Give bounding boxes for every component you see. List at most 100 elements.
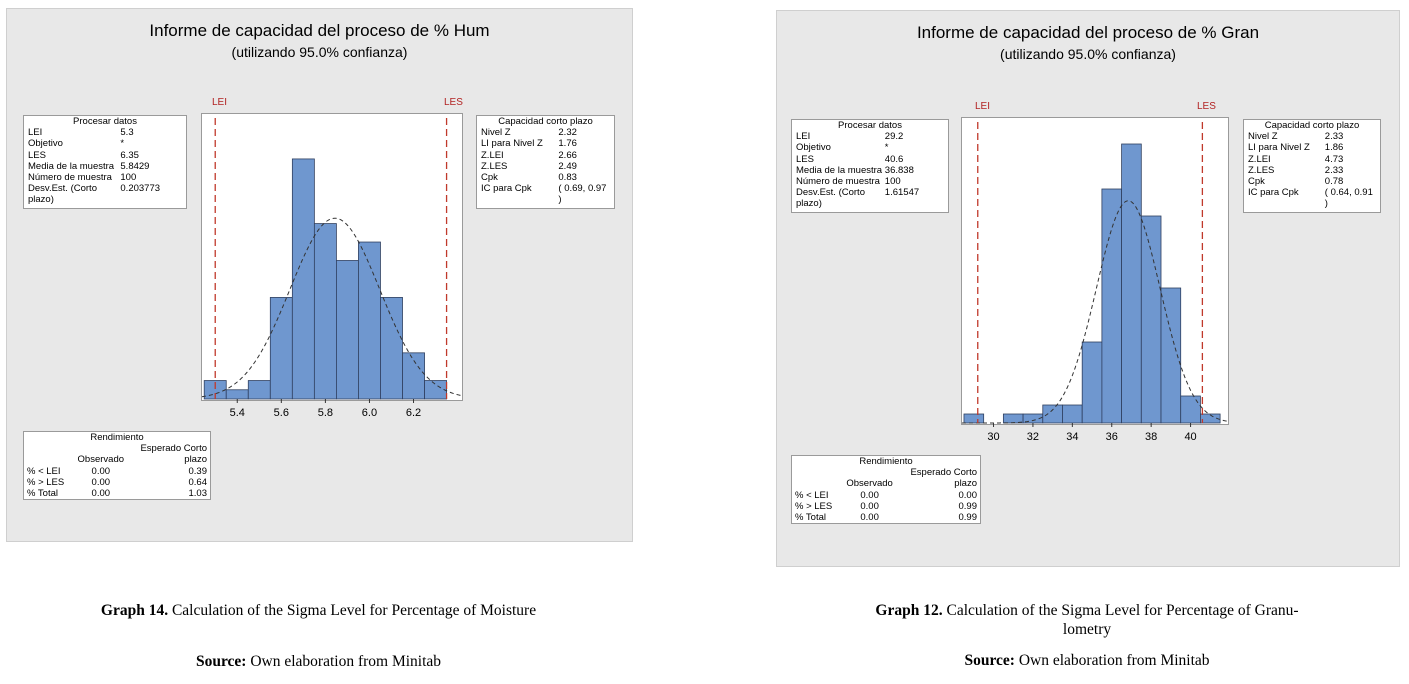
capability-box: Capacidad corto plazo Nivel Z 2.32 LI para…: [476, 115, 615, 209]
performance-title: Rendimiento: [90, 432, 144, 443]
row-value: 40.6: [884, 153, 904, 165]
row-value: 36.838: [884, 164, 914, 176]
observed-value: 0.00: [91, 488, 111, 500]
data-row: LI para Nivel Z 1.76: [481, 138, 610, 149]
histogram-bar: [1002, 413, 1024, 424]
row-value: 2.33: [1324, 164, 1344, 176]
histogram-bar: [963, 413, 985, 424]
histogram-plot-area: 5.4 5.6 5.8 6.0 6.2: [201, 113, 463, 419]
report-subtitle: (utilizando 95.0% confianza): [1000, 46, 1176, 62]
row-value: 5.3: [120, 127, 134, 139]
capability-title: Capacidad corto plazo: [1264, 120, 1360, 131]
col-expected-2: plazo: [184, 454, 207, 466]
data-row: Número de muestra 100: [796, 176, 944, 187]
data-row: Objetivo *: [796, 142, 944, 153]
row-value: 2.49: [558, 160, 577, 172]
data-row: LI para Nivel Z 1.86: [1248, 142, 1376, 153]
x-tick-label: 40: [1184, 431, 1196, 443]
x-tick-label: 6.0: [362, 407, 377, 419]
row-label: % Total: [795, 512, 826, 524]
data-row: Nivel Z 2.33: [1248, 131, 1376, 142]
caption-text-cont: lometry: [1062, 621, 1112, 638]
les-label: LES: [1197, 101, 1216, 112]
row-label: Objetivo: [28, 138, 63, 150]
source-text: Own elaboration from Minitab: [250, 653, 442, 670]
row-value: ( 0.69, 0.97 ): [558, 183, 607, 206]
row-label: LES: [28, 149, 46, 161]
source-label: Source:: [964, 652, 1015, 669]
performance-row: % > LES 0.00 0.64: [24, 477, 210, 488]
row-label: Objetivo: [796, 142, 831, 154]
row-label: LI para Nivel Z: [481, 138, 543, 150]
expected-value: 0.00: [958, 489, 978, 501]
observed-value: 0.00: [860, 500, 879, 512]
caption-graph-14: Graph 14. Calculation of the Sigma Level…: [6, 601, 631, 620]
caption-text: Calculation of the Sigma Level for Perce…: [946, 602, 1299, 619]
histogram-bar: [336, 260, 359, 400]
data-row: IC para Cpk ( 0.64, 0.91 ): [1248, 187, 1376, 209]
col-expected-1: Esperado Corto: [140, 443, 207, 455]
capability-title: Capacidad corto plazo: [498, 116, 593, 127]
x-tick-label: 36: [1106, 431, 1118, 443]
histogram-bar: [313, 223, 337, 400]
row-label: % > LES: [27, 476, 65, 488]
histogram-bar: [1160, 287, 1182, 424]
source-label: Source:: [195, 653, 247, 670]
source-graph-14: Source: Own elaboration from Minitab: [6, 652, 631, 671]
data-row: Nivel Z 2.32: [481, 127, 610, 138]
row-value: 1.61547: [884, 187, 920, 199]
performance-box: Rendimiento Esperado Corto Observado plaz…: [791, 455, 981, 525]
row-value: 2.32: [558, 127, 577, 139]
process-data-title: Procesar datos: [838, 120, 902, 131]
histogram-hum: 5.4 5.6 5.8 6.0 6.2: [201, 118, 463, 419]
data-row: LEI 5.3: [28, 127, 182, 138]
x-tick-label: 38: [1145, 431, 1157, 443]
histogram-bar: [1200, 413, 1221, 424]
report-subtitle: (utilizando 95.0% confianza): [231, 44, 408, 60]
row-value: 0.78: [1324, 176, 1344, 188]
row-label: Nivel Z: [481, 127, 511, 139]
row-label: Z.LES: [481, 160, 508, 172]
histogram-bar: [1121, 143, 1142, 424]
histogram-bar: [1140, 215, 1162, 424]
histogram-bar: [1062, 404, 1083, 424]
histogram-bar: [402, 352, 425, 400]
row-value: 29.2: [884, 131, 904, 143]
source-text: Own elaboration from Minitab: [1018, 652, 1210, 669]
row-label: IC para Cpk: [1248, 187, 1299, 199]
histogram-bar: [1180, 395, 1201, 424]
row-value: 0.83: [558, 172, 577, 184]
data-row: Desv.Est. (Corto plazo) 0.203773: [28, 183, 182, 205]
row-label: Número de muestra: [28, 172, 112, 184]
process-data-box: Procesar datos LEI 5.3 Objetivo * LES 6.35 Med…: [23, 115, 187, 209]
histogram-bar: [1081, 341, 1103, 424]
observed-value: 0.00: [91, 476, 111, 488]
capability-report-gran: Informe de capacidad del proceso de % Gr…: [776, 10, 1400, 567]
data-row: Objetivo *: [28, 138, 182, 149]
histogram-bar: [1101, 188, 1123, 424]
performance-box: Rendimiento Esperado Corto Observado plaz…: [23, 431, 211, 501]
col-expected-1: Esperado Corto: [910, 467, 977, 479]
normal-curve: [962, 200, 1229, 424]
capability-box: Capacidad corto plazo Nivel Z 2.33 LI para…: [1243, 119, 1381, 213]
x-tick-label: 34: [1066, 431, 1078, 443]
data-row: IC para Cpk ( 0.69, 0.97 ): [481, 183, 610, 205]
report-title: Informe de capacidad del proceso de % Gr…: [916, 23, 1260, 42]
histogram-bar: [1042, 404, 1063, 424]
x-tick-label: 6.2: [406, 407, 421, 419]
row-label: Desv.Est. (Corto plazo): [796, 187, 865, 210]
data-row: LES 40.6: [796, 154, 944, 165]
expected-value: 0.99: [958, 500, 978, 512]
expected-value: 0.39: [188, 465, 208, 477]
row-label: Desv.Est. (Corto plazo): [28, 183, 97, 206]
les-label: LES: [444, 97, 463, 108]
row-value: 2.33: [1324, 131, 1344, 143]
x-tick-label: 30: [987, 431, 999, 443]
data-row: Cpk 0.78: [1248, 176, 1376, 187]
lei-label: LEI: [975, 101, 991, 112]
observed-value: 0.00: [860, 512, 879, 524]
caption-graph-12: Graph 12. Calculation of the Sigma Level…: [776, 601, 1398, 639]
row-label: Cpk: [1248, 176, 1265, 188]
row-value: ( 0.64, 0.91 ): [1324, 187, 1373, 210]
histogram-bar: [424, 380, 447, 400]
